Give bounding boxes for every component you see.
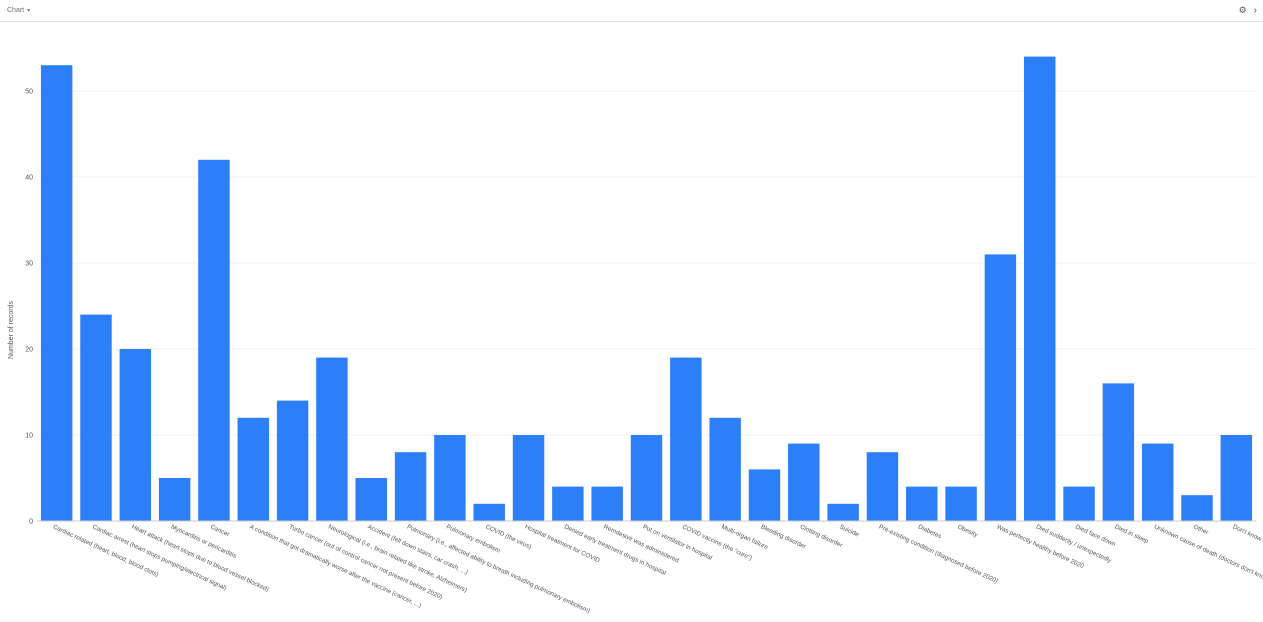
- bar[interactable]: [906, 486, 938, 521]
- bar[interactable]: [827, 503, 859, 521]
- bars: [40, 56, 1253, 522]
- bar[interactable]: [788, 443, 820, 521]
- gear-icon[interactable]: ⚙: [1238, 5, 1247, 15]
- x-tick-label: Cancer: [209, 523, 230, 538]
- bar[interactable]: [80, 314, 112, 521]
- x-tick-label: Hospital treatment for COVID: [524, 523, 602, 564]
- bar[interactable]: [316, 357, 348, 521]
- x-axis-labels: Cardiac related (heart, blood, blood clo…: [52, 523, 1263, 614]
- bar[interactable]: [1220, 435, 1253, 521]
- view-type-dropdown[interactable]: Chart ▼: [7, 7, 31, 14]
- bar[interactable]: [1141, 443, 1174, 521]
- y-tick-label: 0: [29, 519, 33, 526]
- bar[interactable]: [866, 452, 899, 521]
- y-axis-ticks: 0 10 20 30 40 50: [25, 89, 33, 526]
- chevron-right-icon[interactable]: ›: [1253, 5, 1257, 16]
- x-tick-label: Don't know: [1231, 523, 1262, 543]
- bar[interactable]: [119, 349, 152, 521]
- bar[interactable]: [945, 486, 977, 521]
- bar[interactable]: [670, 357, 702, 521]
- bar[interactable]: [158, 478, 191, 521]
- bar[interactable]: [355, 478, 387, 521]
- bar[interactable]: [630, 435, 663, 521]
- x-tick-label: Suicide: [838, 523, 860, 538]
- x-tick-label: Diabetes: [917, 523, 942, 540]
- y-tick-label: 40: [25, 175, 33, 182]
- x-tick-label: Other: [1192, 523, 1209, 536]
- bar[interactable]: [1181, 495, 1213, 521]
- bar[interactable]: [198, 159, 230, 522]
- bar[interactable]: [434, 435, 466, 521]
- bar[interactable]: [276, 400, 309, 521]
- bar[interactable]: [473, 503, 505, 521]
- y-axis-title: Number of records: [8, 301, 15, 359]
- bar[interactable]: [394, 452, 427, 521]
- x-tick-label: Myocarditis or pericarditis: [170, 523, 238, 560]
- x-tick-label: Heart attack (heart stops due to blood v…: [130, 523, 269, 593]
- bar[interactable]: [1102, 383, 1135, 521]
- view-type-label: Chart: [7, 7, 25, 14]
- x-tick-label: Obesity: [956, 523, 979, 539]
- bar[interactable]: [237, 417, 270, 521]
- y-tick-label: 10: [25, 433, 33, 440]
- y-tick-label: 50: [25, 89, 33, 96]
- bar[interactable]: [709, 417, 741, 521]
- bar[interactable]: [748, 469, 781, 521]
- bar[interactable]: [1023, 56, 1056, 521]
- bar[interactable]: [512, 435, 545, 521]
- x-tick-label: Pulmonary (i.e., affected ability to bre…: [406, 523, 591, 614]
- bar[interactable]: [984, 254, 1017, 521]
- y-tick-label: 30: [25, 261, 33, 268]
- bar[interactable]: [1063, 486, 1095, 521]
- x-tick-label: COVID vaccine (the "cure"): [681, 523, 753, 562]
- toolbar-icons: ⚙ ›: [1239, 5, 1257, 16]
- y-tick-label: 20: [25, 347, 33, 354]
- x-tick-label: Died in sleep: [1114, 523, 1150, 545]
- chart-toolbar: Chart ▼ ⚙ ›: [0, 0, 1263, 22]
- bar[interactable]: [40, 65, 73, 521]
- bar[interactable]: [552, 486, 584, 521]
- caret-down-icon: ▼: [26, 7, 32, 14]
- bar[interactable]: [591, 486, 623, 521]
